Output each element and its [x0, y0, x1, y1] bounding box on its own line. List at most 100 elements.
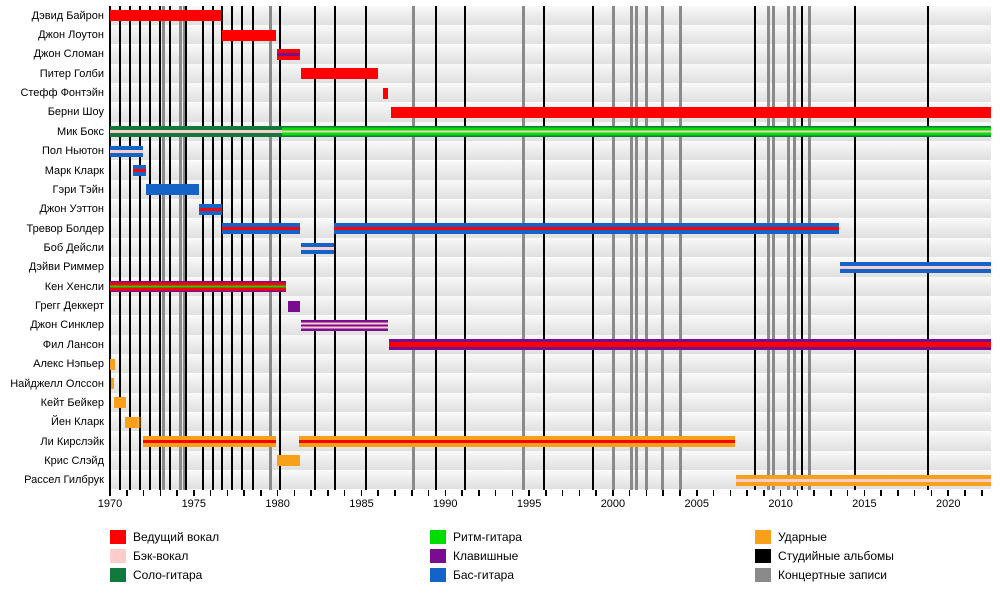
year-tick	[126, 490, 128, 496]
legend-item-label: Ведущий вокал	[133, 530, 220, 544]
studio-album-line	[854, 6, 857, 490]
live-recording-line	[411, 6, 415, 490]
year-tick	[461, 490, 463, 496]
member-bar	[736, 474, 991, 486]
row-band	[110, 373, 991, 393]
live-recording-line	[772, 6, 776, 490]
member-label: Дэйви Риммер	[28, 261, 104, 274]
studio-album-line	[129, 6, 132, 490]
member-label: Джон Уэттон	[39, 203, 104, 216]
member-bar	[276, 455, 301, 467]
year-tick	[696, 490, 698, 496]
legend-swatch	[755, 568, 771, 582]
member-label: Джон Синклер	[30, 319, 104, 332]
studio-album-line	[591, 6, 594, 490]
member-label: Найджелл Олссон	[10, 377, 104, 390]
year-tick	[595, 490, 597, 496]
year-tick-label: 2020	[935, 498, 961, 510]
year-tick	[109, 490, 111, 496]
studio-album-line	[169, 6, 172, 490]
studio-album-line	[202, 6, 205, 490]
year-tick	[478, 490, 480, 496]
year-tick	[913, 490, 916, 496]
legend-swatch	[110, 568, 126, 582]
member-bar	[222, 223, 301, 235]
legend-swatch	[430, 568, 446, 582]
year-tick	[360, 490, 363, 496]
year-tick	[628, 490, 631, 496]
live-recording-line	[162, 6, 166, 490]
member-bar	[390, 106, 991, 118]
member-bar	[114, 397, 126, 409]
member-bar	[198, 203, 223, 215]
legend-swatch	[110, 530, 126, 544]
studio-album-line	[435, 6, 438, 490]
row-band	[110, 257, 991, 277]
legend-item: Концертные записи	[755, 567, 1000, 583]
year-tick-label: 1985	[349, 498, 374, 510]
member-bar	[142, 436, 276, 448]
year-tick-label: 1970	[97, 498, 123, 510]
year-tick	[260, 490, 262, 496]
member-bar	[132, 165, 147, 177]
member-label: Кейт Бейкер	[40, 396, 104, 409]
member-label: Ли Кирслэйк	[40, 435, 104, 448]
member-bar	[299, 436, 736, 448]
studio-album-line	[241, 6, 244, 490]
member-label: Берни Шоу	[47, 106, 104, 119]
year-tick	[377, 490, 379, 496]
member-label: Крис Слэйд	[44, 454, 104, 467]
row-band	[110, 44, 991, 64]
year-tick	[813, 490, 815, 496]
legend-item-label: Ударные	[778, 530, 827, 544]
studio-album-line	[801, 6, 804, 490]
year-tick	[193, 490, 195, 496]
studio-album-line	[543, 6, 546, 490]
member-label: Питер Голби	[39, 67, 104, 80]
year-tick	[897, 490, 899, 496]
legend-item: Бас-гитара	[430, 567, 730, 583]
studio-album-line	[212, 6, 215, 490]
year-tick	[561, 490, 564, 496]
year-tick	[427, 490, 430, 496]
studio-album-line	[149, 6, 152, 490]
row-band	[110, 412, 991, 432]
studio-album-line	[139, 6, 142, 490]
year-tick	[964, 490, 966, 496]
member-bar	[840, 261, 991, 273]
studio-album-line	[231, 6, 234, 490]
row-band	[110, 6, 991, 25]
year-tick-label: 1975	[181, 498, 207, 510]
legend-item-label: Клавишные	[453, 549, 519, 563]
member-bar	[125, 416, 143, 428]
live-recording-line	[178, 6, 182, 490]
live-recording-line	[182, 6, 186, 490]
legend-item: Бэк-вокал	[110, 548, 410, 564]
member-label: Марк Кларк	[44, 164, 104, 177]
year-tick	[981, 490, 983, 496]
studio-album-line	[279, 6, 282, 490]
live-recording-line	[629, 6, 633, 490]
member-label: Пол Ньютон	[41, 145, 104, 158]
year-tick	[142, 490, 145, 496]
year-tick	[394, 490, 396, 496]
member-label: Боб Дейсли	[43, 242, 104, 254]
legend-item: Соло-гитара	[110, 567, 410, 583]
row-band	[110, 25, 991, 45]
year-tick	[779, 490, 782, 496]
member-bar	[301, 68, 379, 80]
year-tick	[679, 490, 681, 496]
year-tick-label: 1995	[516, 498, 542, 510]
studio-album-line	[119, 6, 122, 490]
year-tick	[746, 490, 748, 496]
row-band	[110, 277, 991, 296]
member-bar	[146, 184, 199, 196]
year-tick	[444, 490, 447, 496]
year-tick-label: 1980	[265, 498, 290, 510]
year-tick	[511, 490, 514, 496]
live-recording-line	[644, 6, 648, 490]
row-band	[110, 451, 991, 471]
year-tick	[327, 490, 329, 496]
studio-album-line	[754, 6, 757, 490]
